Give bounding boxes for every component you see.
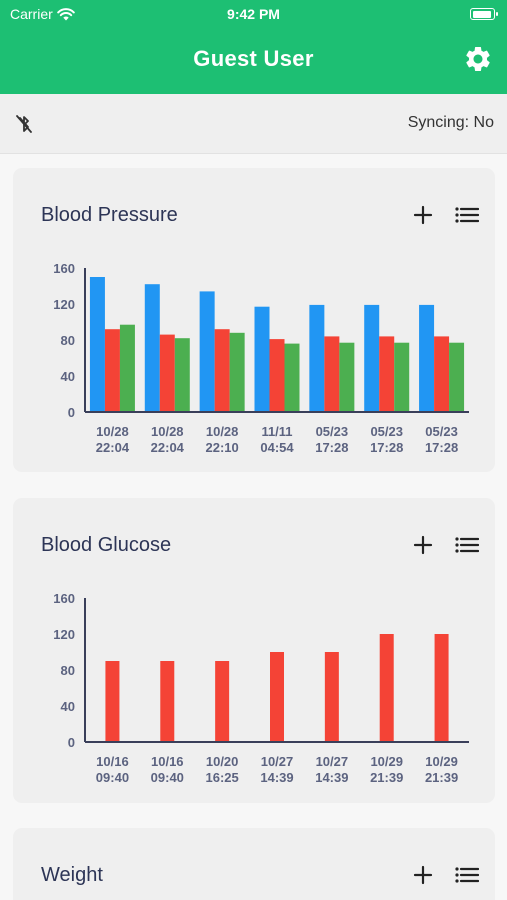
bar	[214, 329, 230, 412]
wifi-icon	[56, 7, 75, 20]
sync-status: Syncing: No	[407, 114, 494, 131]
x-tick-label: 05/23 17:28	[425, 424, 458, 455]
blood-pressure-title: Blood Pressure	[41, 204, 178, 226]
y-tick-label: 80	[61, 333, 75, 348]
x-tick-label: 10/27 14:39	[260, 754, 293, 785]
x-tick-label: 11/11 04:54	[260, 424, 294, 455]
bar	[199, 291, 215, 412]
bar	[434, 336, 450, 412]
bar	[324, 652, 339, 742]
bar	[394, 342, 410, 412]
add-weight-icon[interactable]	[413, 865, 433, 885]
bar	[434, 634, 449, 742]
bar	[174, 338, 190, 412]
add-blood-glucose-icon[interactable]	[413, 535, 433, 555]
status-time: 9:42 PM	[227, 6, 280, 22]
bar	[229, 332, 245, 412]
y-tick-label: 120	[53, 297, 75, 312]
bar	[364, 304, 380, 412]
bar	[104, 329, 120, 412]
bar	[105, 661, 120, 742]
app-header: Carrier 9:42 PM Guest User	[0, 0, 507, 94]
carrier-info: Carrier	[10, 6, 75, 22]
y-tick-label: 0	[68, 405, 75, 420]
page-title: Guest User	[193, 46, 314, 71]
y-tick-label: 40	[61, 699, 75, 714]
y-tick-label: 40	[61, 369, 75, 384]
blood-pressure-list-icon[interactable]	[455, 206, 479, 224]
weight-card: Weight	[13, 828, 495, 900]
bar	[160, 661, 175, 742]
blood-glucose-list-icon[interactable]	[455, 536, 479, 554]
bar	[419, 304, 435, 412]
bluetooth-disabled-icon[interactable]	[14, 113, 34, 135]
blood-glucose-title: Blood Glucose	[41, 534, 172, 556]
bar	[449, 342, 465, 412]
bar	[284, 343, 300, 412]
bar	[379, 634, 394, 742]
gear-icon[interactable]	[463, 44, 493, 74]
bar	[270, 652, 284, 742]
blood-glucose-chart: 0 40 80 120 160 10/16 09:40 10/16 09:40 10/20 16:2…	[53, 591, 469, 785]
x-tick-label: 10/29 21:39	[425, 754, 458, 785]
blood-pressure-chart: 0 40 80 120 160 10/28 22:04 10/28 22:04 10/28 22:1…	[53, 261, 469, 455]
bar	[309, 304, 325, 412]
weight-list-icon[interactable]	[455, 866, 479, 884]
carrier-label: Carrier	[10, 6, 53, 22]
bar	[324, 336, 340, 412]
x-tick-label: 05/23 17:28	[315, 424, 348, 455]
bar	[144, 284, 160, 412]
bar	[254, 306, 270, 412]
sync-bar: Syncing: No	[0, 94, 507, 154]
bar	[379, 336, 395, 412]
x-tick-label: 05/23 17:28	[370, 424, 403, 455]
x-tick-label: 10/28 22:04	[96, 424, 130, 455]
bar	[269, 339, 285, 412]
x-tick-label: 10/16 09:40	[96, 754, 129, 785]
y-tick-label: 120	[53, 627, 75, 642]
blood-pressure-card: Blood Pressure 0 40 80 120 160 10/28 22:04 10/2…	[13, 168, 495, 472]
bar	[89, 277, 105, 412]
y-tick-label: 160	[53, 591, 75, 606]
x-tick-label: 10/27 14:39	[315, 754, 348, 785]
add-blood-pressure-icon[interactable]	[413, 205, 433, 225]
x-tick-label: 10/20 16:25	[206, 754, 239, 785]
bar	[159, 334, 175, 412]
battery-icon	[470, 8, 498, 20]
blood-glucose-card: Blood Glucose 0 40 80 120 160 10/16 09:40 10/16…	[13, 498, 495, 803]
status-bar: Carrier 9:42 PM	[0, 0, 507, 28]
x-tick-label: 10/28 22:10	[206, 424, 239, 455]
bar	[215, 661, 230, 742]
y-tick-label: 160	[53, 261, 75, 276]
x-tick-label: 10/28 22:04	[151, 424, 185, 455]
weight-title: Weight	[41, 864, 103, 886]
bar	[119, 324, 135, 412]
y-tick-label: 80	[61, 663, 75, 678]
x-tick-label: 10/29 21:39	[370, 754, 403, 785]
y-tick-label: 0	[68, 735, 75, 750]
x-tick-label: 10/16 09:40	[151, 754, 184, 785]
bar	[339, 342, 355, 412]
